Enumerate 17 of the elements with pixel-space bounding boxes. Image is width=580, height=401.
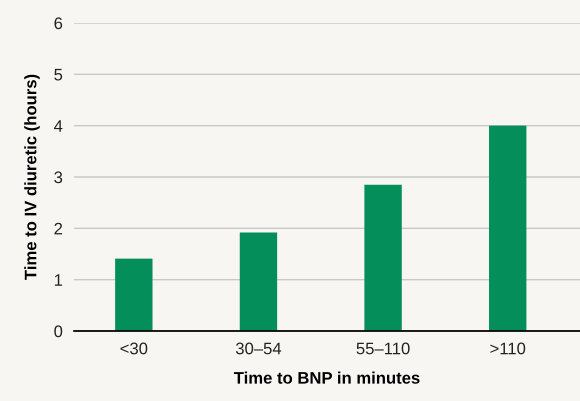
x-tick-label: <30 <box>120 342 148 354</box>
x-tick-label: 55–110 <box>356 342 410 354</box>
bar <box>489 126 526 331</box>
x-axis-title: Time to BNP in minutes <box>234 372 420 384</box>
y-tick-label: 3 <box>54 171 62 184</box>
y-tick-label: 4 <box>54 120 62 132</box>
x-tick-label: >110 <box>490 342 526 354</box>
y-tick-label: 5 <box>54 68 62 81</box>
bar <box>240 232 278 331</box>
y-tick-label: 2 <box>54 222 62 234</box>
bar <box>115 258 153 331</box>
x-tick-label: 30–54 <box>236 342 282 354</box>
y-tick-label: 1 <box>54 274 62 286</box>
bar <box>364 184 402 331</box>
y-tick-label: 6 <box>54 17 62 30</box>
y-axis-title: Time to IV diuretic (hours) <box>24 74 40 280</box>
y-tick-label: 0 <box>54 325 62 338</box>
